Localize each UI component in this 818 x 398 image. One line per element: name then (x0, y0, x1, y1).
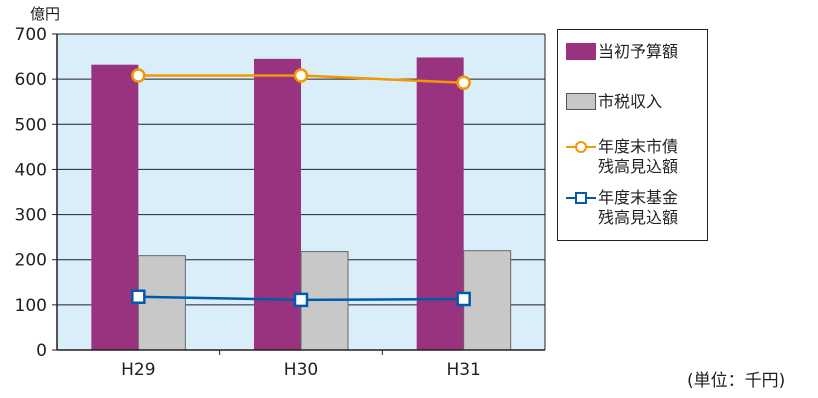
unit-note: (単位：千円) (687, 371, 786, 391)
bar (91, 64, 139, 350)
legend-item-bond: 年度末市債 残高見込額 (566, 137, 678, 177)
y-unit-label: 億円 (30, 5, 60, 23)
y-tick-label: 0 (36, 341, 47, 361)
series-point (293, 292, 309, 308)
legend-label-fund: 年度末基金 残高見込額 (598, 188, 679, 227)
series-point (293, 68, 309, 83)
series-point (456, 291, 471, 307)
legend-swatch-tax (566, 93, 596, 110)
y-tick-label: 600 (15, 70, 47, 90)
legend-item-tax: 市税収入 (566, 92, 662, 112)
series-point (131, 289, 146, 304)
series-point (456, 75, 471, 91)
y-tick-label: 500 (15, 115, 47, 135)
series-point (131, 68, 146, 83)
x-tick-label: H29 (121, 360, 155, 380)
bar (463, 250, 512, 351)
x-tick-label: H30 (284, 360, 318, 380)
x-tick-label: H31 (446, 360, 480, 380)
legend-item-budget: 当初予算額 (566, 42, 678, 62)
legend-label-tax: 市税収入 (598, 92, 663, 111)
bar (254, 58, 301, 350)
legend-swatch-fund (566, 192, 596, 204)
legend: 当初予算額 市税収入 年度末市債 残高見込額 年度末基金 残高見込額 (557, 29, 708, 241)
bar (416, 57, 464, 351)
legend-item-fund: 年度末基金 残高見込額 (566, 188, 678, 228)
legend-swatch-bond (566, 141, 596, 153)
y-tick-label: 400 (15, 160, 47, 180)
y-tick-label: 100 (15, 296, 47, 316)
legend-label-bond: 年度末市債 残高見込額 (598, 137, 679, 176)
y-tick-label: 200 (15, 251, 47, 271)
y-tick-label: 700 (15, 25, 47, 45)
legend-swatch-budget (566, 43, 596, 60)
legend-label-budget: 当初予算額 (598, 42, 679, 61)
y-tick-label: 300 (15, 206, 47, 226)
